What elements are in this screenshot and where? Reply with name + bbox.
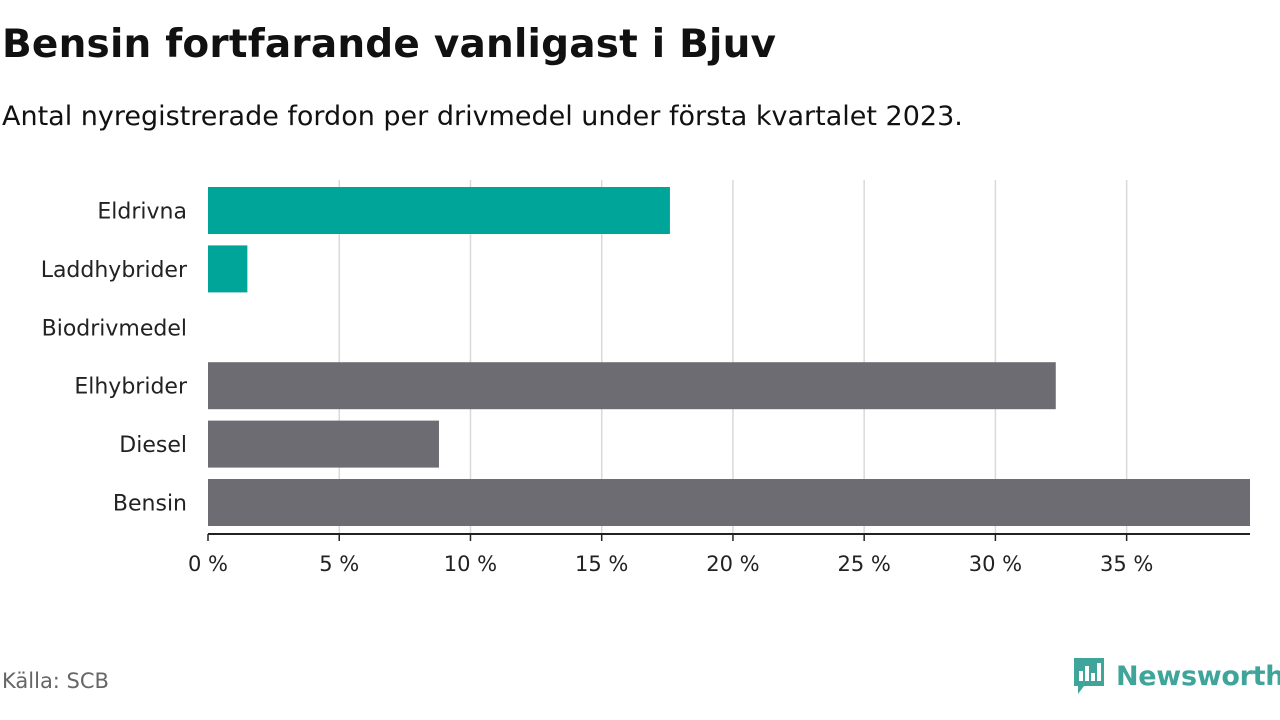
category-label: Laddhybrider	[41, 258, 188, 283]
x-tick-label: 5 %	[319, 552, 359, 576]
bar-laddhybrider	[208, 245, 248, 293]
brand-name: Newsworthy	[1116, 660, 1280, 692]
x-tick-label: 30 %	[969, 552, 1022, 576]
brand-logo[interactable]: Newsworthy	[1072, 655, 1280, 697]
x-tick-label: 15 %	[575, 552, 628, 576]
category-label: Biodrivmedel	[42, 316, 187, 341]
category-label: Bensin	[113, 492, 187, 517]
bar-elhybrider	[208, 362, 1056, 410]
bar-eldrivna	[208, 187, 670, 234]
bar-chart: Eldrivna Laddhybrider Biodrivmedel Elhybrid…	[41, 180, 1250, 576]
chart-subtitle: Antal nyregistrerade fordon per drivmede…	[2, 101, 963, 132]
source-note: Källa: SCB	[2, 669, 109, 693]
bar-diesel	[208, 420, 439, 468]
bar-bensin	[208, 479, 1250, 526]
x-tick-label: 25 %	[837, 552, 890, 576]
x-tick-label: 0 %	[188, 552, 228, 576]
x-tick-label: 10 %	[444, 552, 497, 576]
category-label: Diesel	[119, 433, 187, 458]
category-label: Elhybrider	[74, 375, 188, 400]
x-tick-label: 20 %	[706, 552, 759, 576]
chart-title: Bensin fortfarande vanligast i Bjuv	[2, 22, 777, 67]
newsworthy-logo-icon	[1074, 658, 1104, 694]
x-tick-label: 35 %	[1100, 552, 1153, 576]
category-label: Eldrivna	[97, 200, 187, 225]
